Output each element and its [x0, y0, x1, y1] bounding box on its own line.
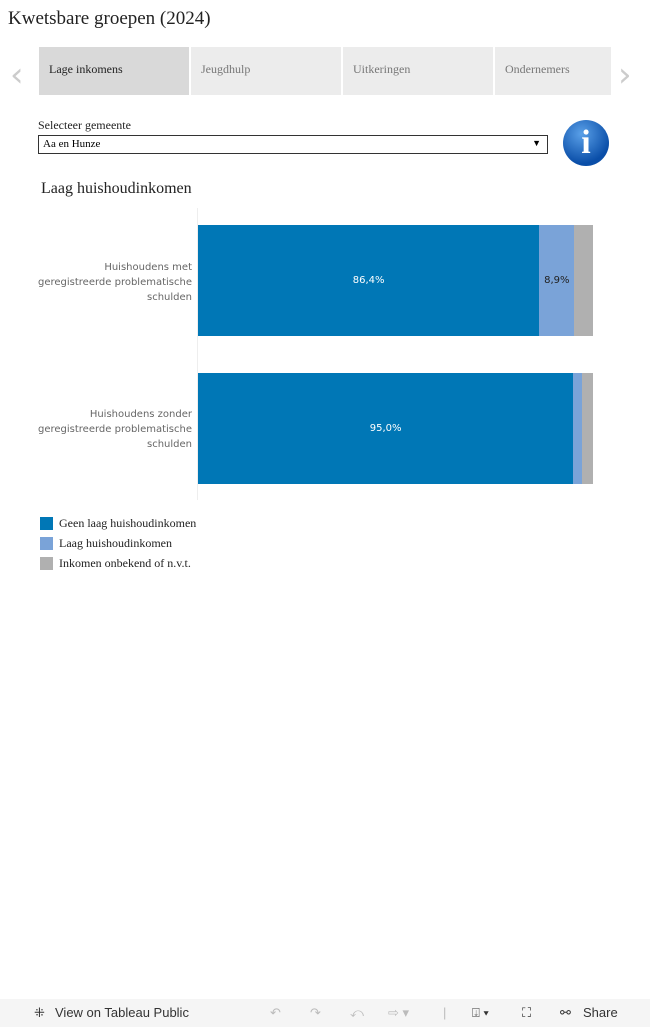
- tab-uitkeringen[interactable]: Uitkeringen: [343, 47, 493, 95]
- view-on-tableau-link[interactable]: View on Tableau Public: [55, 1005, 189, 1020]
- legend-item[interactable]: Geen laag huishoudinkomen: [40, 513, 196, 533]
- fullscreen-icon[interactable]: ⛶: [522, 1005, 532, 1020]
- toolbar: ⁜ View on Tableau Public ↶ ↷ ⤺ ⇨ ▾ | ⍗ ▾…: [0, 999, 650, 1027]
- legend-swatch: [40, 536, 53, 550]
- bar-segment[interactable]: [582, 373, 593, 484]
- legend-item[interactable]: Inkomen onbekend of n.v.t.: [40, 553, 196, 573]
- legend: Geen laag huishoudinkomen Laag huishoudin…: [40, 513, 196, 573]
- chart-title: Laag huishoudinkomen: [41, 180, 192, 197]
- page-title: Kwetsbare groepen (2024): [8, 8, 211, 29]
- row-label: Huishoudens zonder geregistreerde proble…: [37, 409, 192, 450]
- bar-segment[interactable]: [573, 373, 583, 484]
- bar-segment[interactable]: 95,0%: [198, 373, 574, 484]
- tableau-icon: ⁜: [34, 1005, 45, 1020]
- bar-segment[interactable]: 8,9%: [539, 225, 575, 336]
- tab-ondernemers[interactable]: Ondernemers: [495, 47, 611, 95]
- legend-label: Geen laag huishoudinkomen: [59, 515, 197, 530]
- bar-segment[interactable]: [574, 225, 593, 336]
- share-button[interactable]: Share: [583, 1005, 618, 1020]
- legend-label: Inkomen onbekend of n.v.t.: [59, 555, 191, 570]
- tab-jeugdhulp[interactable]: Jeugdhulp: [191, 47, 341, 95]
- redo-icon[interactable]: ↷: [310, 1005, 321, 1020]
- download-icon[interactable]: ⍗ ▾: [472, 1005, 489, 1020]
- axis-line: [197, 208, 198, 500]
- row-label: Huishoudens met geregistreerde problemat…: [37, 262, 192, 303]
- legend-label: Laag huishoudinkomen: [59, 535, 172, 550]
- gemeente-value: Aa en Hunze: [43, 138, 101, 150]
- divider: |: [443, 1005, 447, 1020]
- gemeente-select[interactable]: Aa en Hunze ▼: [38, 135, 548, 154]
- info-icon[interactable]: i: [563, 120, 609, 166]
- legend-item[interactable]: Laag huishoudinkomen: [40, 533, 196, 553]
- tab-bar: Lage inkomens Jeugdhulp Uitkeringen Onde…: [39, 47, 611, 95]
- bar-segment[interactable]: 86,4%: [198, 225, 540, 336]
- gemeente-label: Selecteer gemeente: [38, 118, 131, 132]
- revert-icon[interactable]: ⤺: [350, 1005, 364, 1020]
- share-icon[interactable]: ⚯: [560, 1005, 571, 1020]
- chevron-left-icon[interactable]: ‹: [10, 55, 24, 95]
- undo-icon[interactable]: ↶: [270, 1005, 281, 1020]
- tab-lage-inkomens[interactable]: Lage inkomens: [39, 47, 189, 95]
- legend-swatch: [40, 556, 53, 570]
- legend-swatch: [40, 516, 53, 530]
- chevron-right-icon[interactable]: ›: [618, 55, 632, 95]
- caret-down-icon: ▼: [532, 138, 541, 148]
- refresh-icon[interactable]: ⇨ ▾: [388, 1005, 410, 1020]
